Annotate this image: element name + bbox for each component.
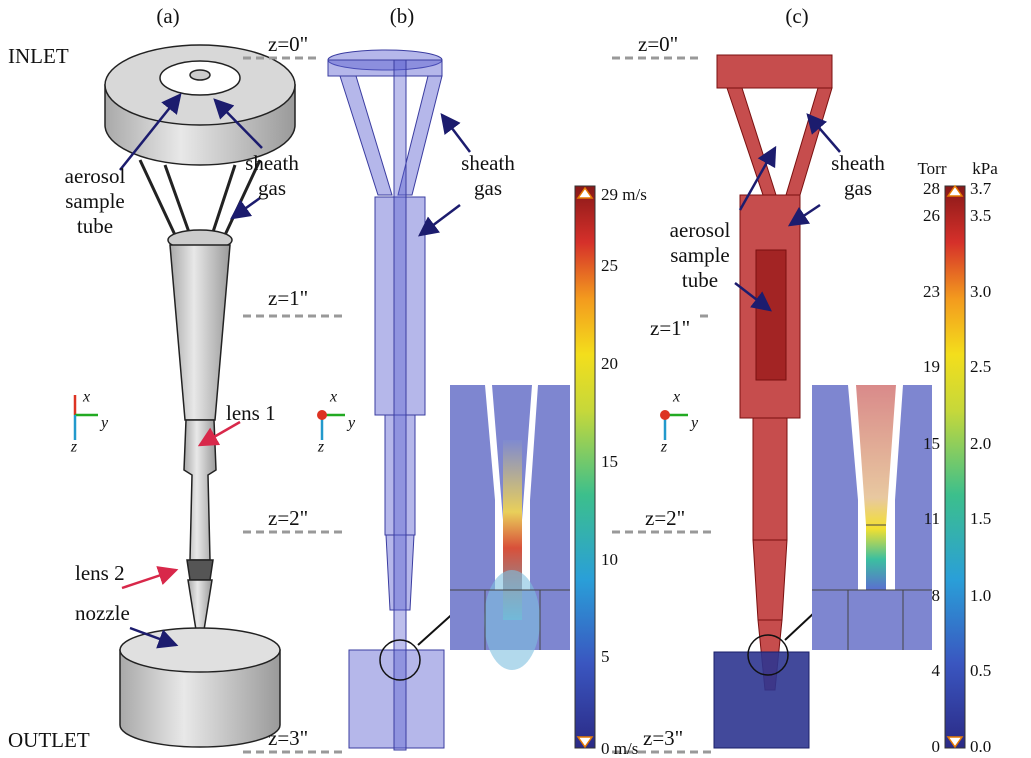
sheath-label: gas [474, 176, 502, 200]
colorbar-tick: 0 m/s [601, 739, 638, 758]
colorbar-tick: 8 [932, 586, 941, 605]
colorbar-tick: 0 [932, 737, 941, 756]
axis-label: y [689, 415, 699, 432]
lens-label: lens 2 [75, 561, 125, 585]
figure: (a)(b)(c)INLETOUTLETaerosolsampletubeshe… [0, 0, 1031, 758]
panel-label: (b) [390, 4, 415, 28]
inlet-label: INLET [8, 44, 69, 68]
colorbar-tick: 25 [601, 256, 618, 275]
z-label: z=1" [268, 286, 308, 310]
sheath-label: sheath [831, 151, 885, 175]
colorbar-tick: 3.5 [970, 206, 991, 225]
axis-label: x [672, 389, 680, 406]
colorbar-tick: 20 [601, 354, 618, 373]
axis-label: y [346, 415, 356, 432]
colorbar-tick: 4 [932, 661, 941, 680]
panel-label: (c) [785, 4, 808, 28]
colorbar-c [945, 186, 965, 748]
colorbar-tick: 28 [923, 179, 940, 198]
colorbar-tick: 19 [923, 357, 940, 376]
x-dot [660, 410, 670, 420]
inset-c [812, 385, 932, 650]
colorbar-unit: kPa [972, 159, 998, 178]
aerosol-label: tube [682, 268, 718, 292]
aerosol-label: tube [77, 214, 113, 238]
colorbar-unit: Torr [917, 159, 946, 178]
aerosol-label: sample [65, 189, 124, 213]
colorbar-tick: 3.0 [970, 282, 991, 301]
colorbar-tick: 26 [923, 206, 940, 225]
z-label: z=0" [268, 32, 308, 56]
nozzle-label: nozzle [75, 601, 130, 625]
z-label: z=0" [638, 32, 678, 56]
sheath-label: gas [258, 176, 286, 200]
colorbar-tick: 15 [601, 452, 618, 471]
x-dot [317, 410, 327, 420]
colorbar-tick: 5 [601, 647, 610, 666]
colorbar-tick: 1.0 [970, 586, 991, 605]
colorbar-tick: 0.5 [970, 661, 991, 680]
axis-label: z [660, 439, 668, 456]
colorbar-tick: 10 [601, 550, 618, 569]
colorbar-tick: 2.5 [970, 357, 991, 376]
panel-label: (a) [156, 4, 179, 28]
aerosol-label: aerosol [670, 218, 731, 242]
sheath-label: sheath [461, 151, 515, 175]
z-label: z=3" [643, 726, 683, 750]
z-label: z=1" [650, 316, 690, 340]
axis-label: x [82, 389, 90, 406]
aerosol-label: sample [670, 243, 729, 267]
colorbar-tick: 0.0 [970, 737, 991, 756]
z-label: z=2" [268, 506, 308, 530]
axis-label: z [70, 439, 78, 456]
colorbar-tick: 2.0 [970, 434, 991, 453]
sheath-label: sheath [245, 151, 299, 175]
axis-label: z [317, 439, 325, 456]
lens-label: lens 1 [226, 401, 276, 425]
colorbar-b [575, 186, 595, 748]
colorbar-tick: 3.7 [970, 179, 992, 198]
aerosol-label: aerosol [65, 164, 126, 188]
colorbar-tick: 11 [924, 509, 940, 528]
colorbar-tick: 1.5 [970, 509, 991, 528]
colorbar-tick: 15 [923, 434, 940, 453]
outlet-label: OUTLET [8, 728, 90, 752]
axis-label: y [99, 415, 109, 432]
axis-label: x [329, 389, 337, 406]
inset-b [450, 385, 570, 670]
colorbar-tick: 23 [923, 282, 940, 301]
colorbar-tick: 29 m/s [601, 185, 647, 204]
sheath-label: gas [844, 176, 872, 200]
z-label: z=3" [268, 726, 308, 750]
z-label: z=2" [645, 506, 685, 530]
